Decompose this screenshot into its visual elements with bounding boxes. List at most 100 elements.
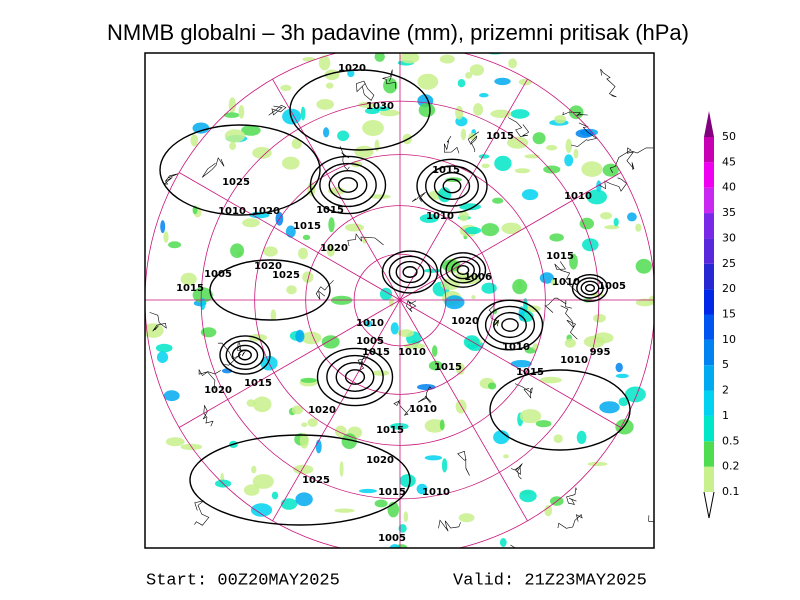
- precip: [291, 405, 303, 415]
- isobar-label: 1006: [464, 272, 492, 283]
- coastline: [201, 157, 225, 178]
- precip: [473, 103, 484, 116]
- precip: [532, 132, 546, 145]
- precip: [613, 217, 619, 227]
- precip: [400, 53, 420, 64]
- isobar: [442, 178, 462, 194]
- isobar-label: 1010: [398, 347, 426, 358]
- precip: [564, 338, 576, 348]
- precip: [250, 503, 273, 517]
- precip: [180, 272, 197, 286]
- precip: [192, 122, 210, 134]
- precip: [576, 430, 587, 444]
- precip: [494, 77, 511, 86]
- precip: [508, 58, 517, 69]
- isobar: [335, 362, 375, 392]
- map: 1020 1030 1015 1025 1015 1010 1010 1020 1015 1010…: [145, 53, 654, 568]
- precip: [579, 217, 594, 230]
- precip: [487, 382, 497, 390]
- precip: [512, 279, 528, 295]
- colorbar-label: 2: [722, 384, 729, 397]
- isobar: [225, 340, 265, 370]
- isobar: [433, 171, 471, 201]
- precip: [165, 437, 185, 447]
- coastline: [510, 463, 523, 480]
- precip: [444, 295, 465, 310]
- isobar-label: 1015: [362, 347, 390, 358]
- precip: [464, 226, 482, 235]
- precip: [586, 189, 607, 205]
- precip: [390, 322, 399, 335]
- meridian: [178, 172, 401, 301]
- precip: [300, 106, 306, 121]
- isobar-label: 1015: [376, 425, 404, 436]
- precip: [280, 84, 292, 91]
- isobar: [501, 318, 519, 332]
- isobar-label: 1005: [598, 281, 626, 292]
- isobar-label: 1020: [254, 261, 282, 272]
- colorbar-swatch: [704, 137, 714, 163]
- meridian: [272, 78, 401, 301]
- precip: [398, 524, 407, 533]
- precip: [403, 511, 409, 523]
- colorbar-label: 5: [722, 358, 729, 371]
- valid-time: Valid: 21Z23MAY2025: [453, 571, 647, 590]
- colorbar-label: 1: [722, 409, 729, 422]
- isobar: [416, 158, 488, 214]
- title: NMMB globalni – 3h padavine (mm), prizem…: [107, 20, 689, 45]
- precip: [411, 556, 425, 568]
- isobar: [231, 344, 259, 366]
- precip: [573, 148, 579, 159]
- isobar: [388, 255, 432, 289]
- precip: [295, 329, 305, 343]
- colorbar-swatch: [704, 314, 714, 340]
- precip: [424, 455, 443, 461]
- colorbar-swatch: [704, 289, 714, 315]
- precip: [190, 134, 199, 147]
- precip: [374, 53, 385, 62]
- precip: [455, 106, 464, 120]
- isobar-label: 1020: [451, 316, 479, 327]
- precip: [458, 513, 475, 523]
- map-frame: [144, 52, 655, 549]
- isobar-label: 1010: [356, 318, 384, 329]
- colorbar-swatch: [704, 390, 714, 416]
- precip: [510, 109, 530, 119]
- precip: [300, 377, 318, 383]
- precip: [298, 247, 308, 260]
- coastline: [339, 146, 350, 171]
- isobar: [381, 250, 439, 294]
- precip: [493, 430, 510, 445]
- precip: [600, 212, 613, 220]
- coastline: [554, 261, 579, 294]
- precip: [615, 362, 623, 373]
- precip: [546, 144, 558, 151]
- precip: [318, 55, 331, 71]
- isobar: [571, 273, 609, 303]
- precip: [503, 454, 509, 459]
- coastline: [444, 135, 460, 154]
- isobar-label: 1020: [308, 405, 336, 416]
- start-time: Start: 00Z20MAY2025: [146, 571, 340, 590]
- precip: [321, 335, 340, 349]
- precip: [285, 225, 296, 238]
- precip: [339, 461, 344, 477]
- precip: [519, 409, 542, 424]
- precip: [362, 120, 384, 136]
- precip: [358, 488, 377, 494]
- precip: [635, 298, 654, 307]
- precip: [506, 136, 529, 149]
- coastline: [347, 233, 384, 247]
- coastline: [411, 191, 426, 202]
- isobar-label: 1005: [356, 336, 384, 347]
- isobar-label: 1010: [409, 404, 437, 415]
- precip: [301, 422, 308, 428]
- isobar-label: 1010: [426, 211, 454, 222]
- precip: [390, 423, 409, 430]
- isobar-label: 1015: [546, 251, 574, 262]
- precip: [635, 258, 652, 274]
- precip: [364, 107, 380, 115]
- precip: [416, 483, 428, 495]
- coastline: [507, 117, 530, 138]
